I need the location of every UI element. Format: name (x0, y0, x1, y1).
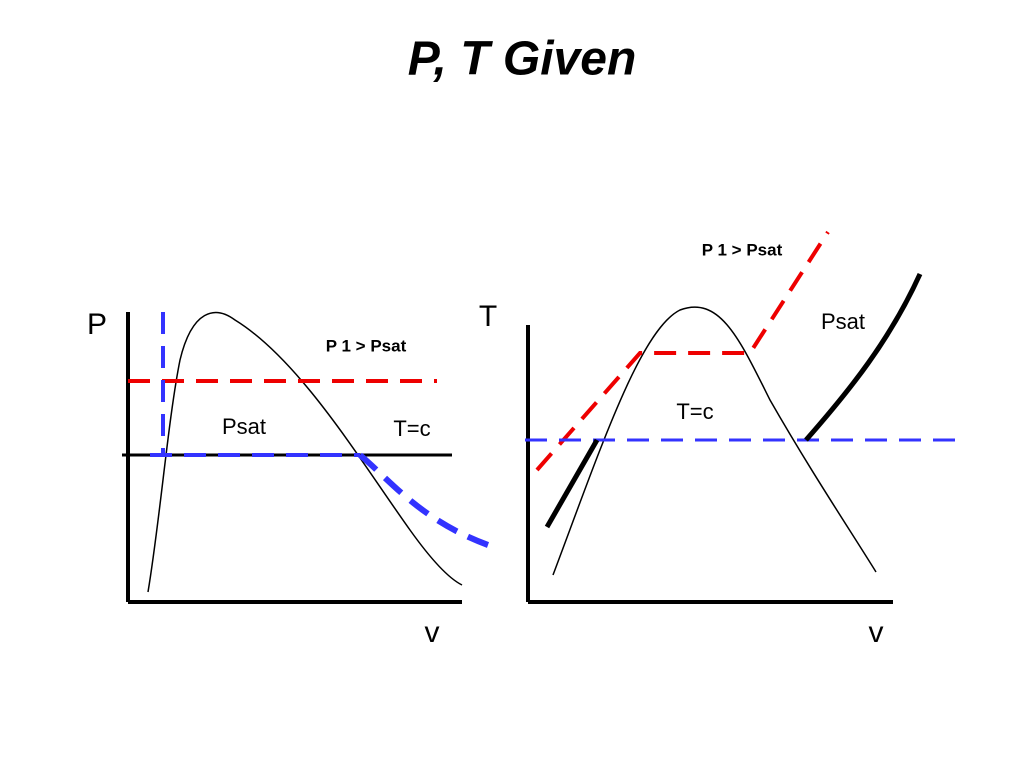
p-v-diagram: P v P 1 > Psat Psat T=c (87, 308, 490, 649)
y-axis-label: T (479, 300, 497, 333)
x-axis-label: v (869, 616, 884, 649)
t-v-diagram: T v P 1 > Psat Psat T=c (479, 230, 955, 649)
region-label: Psat (222, 414, 266, 439)
psat-liquid (544, 438, 600, 529)
isotherm-label: T=c (393, 416, 430, 441)
x-axis-label: v (425, 616, 440, 649)
isotherm-curve (358, 452, 490, 548)
saturation-dome (552, 306, 877, 576)
saturation-curve (147, 311, 463, 593)
isotherm-label: T=c (676, 399, 713, 424)
slide-title: P, T Given (408, 33, 637, 86)
y-axis-label: P (87, 308, 107, 341)
pressure-note: P 1 > Psat (702, 240, 783, 259)
pressure-note: P 1 > Psat (326, 336, 407, 355)
pressure-curve (535, 230, 830, 472)
curve-label: Psat (821, 309, 865, 334)
psat-vapor (804, 272, 923, 442)
